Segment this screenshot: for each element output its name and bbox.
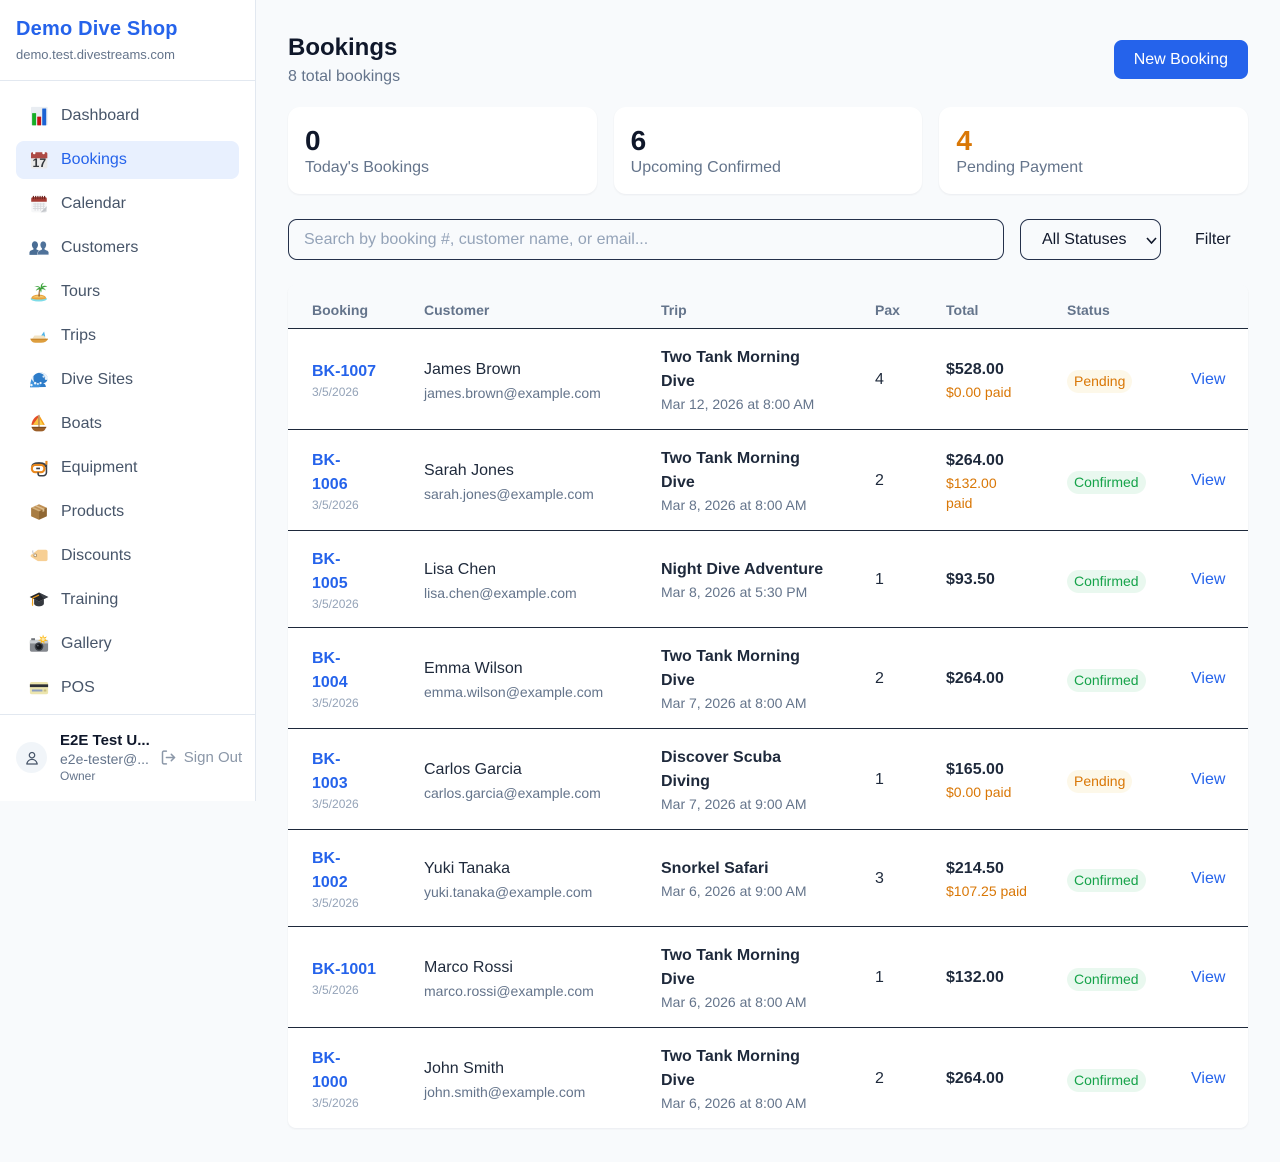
svg-text:17: 17 xyxy=(33,156,47,170)
